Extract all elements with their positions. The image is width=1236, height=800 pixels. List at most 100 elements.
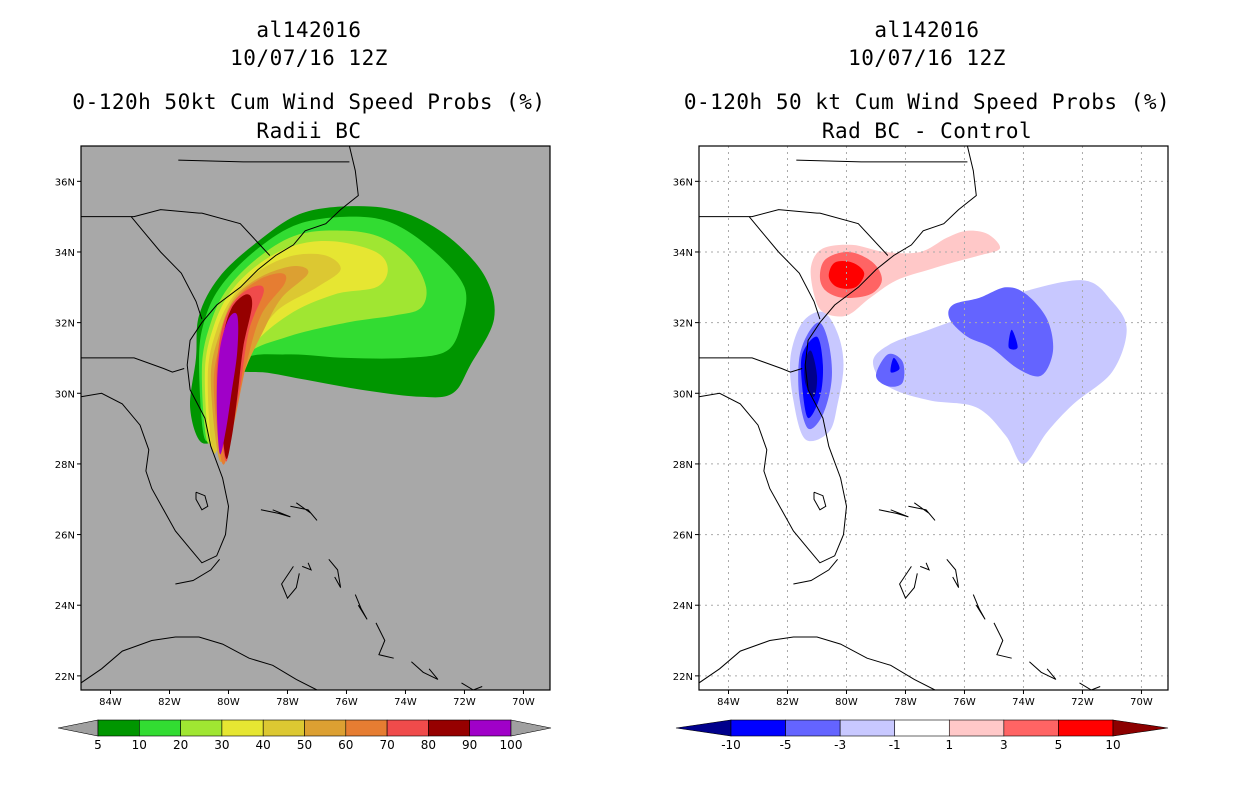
- y-tick-label: 34N: [673, 248, 693, 259]
- contour-level-90: [216, 312, 239, 455]
- y-tick-label: 24N: [55, 601, 75, 612]
- y-tick-label: 26N: [673, 531, 693, 542]
- colorbar-label: 10: [1105, 738, 1120, 752]
- x-tick-label: 70W: [512, 697, 535, 708]
- right-panel: al142016 10/07/16 12Z 0-120h 50 kt Cum W…: [618, 0, 1236, 800]
- y-tick-label: 24N: [673, 601, 693, 612]
- colorbar-swatch: [730, 719, 786, 737]
- colorbar-swatch: [469, 719, 512, 737]
- island: [920, 562, 931, 571]
- colorbar-above-arrow: [510, 719, 552, 737]
- map-layer: [81, 146, 495, 690]
- y-tick-label: 30N: [673, 389, 693, 400]
- x-tick-label: 70W: [1130, 697, 1153, 708]
- island: [793, 558, 838, 585]
- colorbar-above-arrow: [1112, 719, 1169, 737]
- colorbar-label: 3: [1000, 738, 1008, 752]
- x-tick-label: 80W: [835, 697, 858, 708]
- colorbar-label: 5: [1055, 738, 1063, 752]
- cuba-coastline: [699, 636, 936, 690]
- coastline: [81, 146, 359, 564]
- island: [290, 502, 318, 521]
- island: [281, 566, 300, 600]
- state-boundary: [748, 216, 821, 320]
- state-boundary: [81, 357, 185, 373]
- plot-frame: [80, 145, 551, 691]
- product-title: 0-120h 50 kt Cum Wind Speed Probs (%): [683, 90, 1171, 114]
- colorbar-swatch: [894, 719, 950, 737]
- island: [972, 594, 986, 620]
- storm-id: al142016: [256, 18, 362, 42]
- colorbar-swatch: [839, 719, 896, 737]
- product-title: 0-120h 50kt Cum Wind Speed Probs (%): [72, 90, 546, 114]
- x-tick-label: 78W: [276, 697, 299, 708]
- island: [328, 558, 342, 588]
- contour-level--5: [890, 357, 900, 373]
- island: [899, 566, 918, 600]
- contour-level--5: [1008, 329, 1018, 350]
- colorbar-label: -3: [834, 738, 846, 752]
- colorbar-label: 1: [945, 738, 953, 752]
- colorbar-label: 50: [297, 738, 312, 752]
- colorbar-below-arrow: [57, 719, 99, 737]
- colorbar-swatch: [180, 719, 223, 737]
- colorbar-swatch: [1003, 719, 1059, 737]
- island: [195, 491, 209, 511]
- colorbar-below-arrow: [675, 719, 732, 737]
- contour-level--1: [872, 280, 1127, 464]
- x-tick-label: 82W: [158, 697, 181, 708]
- state-boundary: [81, 209, 271, 256]
- island: [908, 502, 936, 521]
- y-tick-label: 32N: [55, 319, 75, 330]
- x-tick-label: 72W: [1071, 697, 1094, 708]
- left-panel: al142016 10/07/16 12Z 0-120h 50kt Cum Wi…: [55, 18, 552, 752]
- state-boundary: [699, 209, 889, 256]
- probability-chart: 84W 82W 80W 78W 76W 74W 72W 70W 22N 24N 26N 28N 30N 3…: [55, 145, 552, 752]
- colorbar-swatch: [304, 719, 347, 737]
- datetime: 10/07/16 12Z: [230, 46, 388, 70]
- y-tick-label: 26N: [55, 531, 75, 542]
- colorbar-swatch: [262, 719, 305, 737]
- colorbar-swatch: [386, 719, 429, 737]
- y-tick-label: 34N: [55, 248, 75, 259]
- y-tick-label: 36N: [673, 177, 693, 188]
- colorbar-label: 90: [462, 738, 477, 752]
- contour-level-5: [828, 261, 865, 289]
- x-tick-label: 76W: [335, 697, 358, 708]
- island: [302, 562, 313, 571]
- y-tick-label: 36N: [55, 177, 75, 188]
- y-tick-label: 22N: [55, 672, 75, 683]
- island: [946, 558, 960, 588]
- colorbar-label: 60: [338, 738, 353, 752]
- y-tick-label: 28N: [673, 460, 693, 471]
- island: [260, 509, 291, 518]
- coastline: [699, 146, 977, 564]
- colorbar-label: 70: [379, 738, 394, 752]
- colorbar-label: 10: [132, 738, 147, 752]
- colorbar-swatch: [428, 719, 470, 737]
- colorbar-swatch: [345, 719, 388, 737]
- x-tick-label: 72W: [453, 697, 476, 708]
- colorbar-label: 40: [256, 738, 271, 752]
- plot-area: [699, 146, 1168, 690]
- x-tick-label: 80W: [217, 697, 240, 708]
- island: [1029, 661, 1057, 680]
- datetime: 10/07/16 12Z: [848, 46, 1006, 70]
- cuba-coastline: [81, 636, 318, 690]
- colorbar-label: -5: [780, 738, 792, 752]
- difference-chart: 84W 82W 80W 78W 76W 74W 72W 70W 22N 24N 26N 28N 30N 3…: [673, 145, 1169, 752]
- y-tick-label: 22N: [673, 672, 693, 683]
- y-tick-label: 30N: [55, 389, 75, 400]
- colorbar-label: 80: [421, 738, 436, 752]
- colorbar-swatch: [948, 719, 1005, 737]
- state-boundary: [796, 159, 968, 163]
- colorbar-swatch: [221, 719, 264, 737]
- product-subtitle: Rad BC - Control: [821, 119, 1033, 143]
- island: [1079, 682, 1101, 690]
- colorbar-label: 30: [214, 738, 229, 752]
- state-boundary: [130, 216, 203, 320]
- x-tick-label: 84W: [99, 697, 122, 708]
- island: [993, 622, 1012, 659]
- x-tick-label: 74W: [394, 697, 417, 708]
- storm-id: al142016: [874, 18, 980, 42]
